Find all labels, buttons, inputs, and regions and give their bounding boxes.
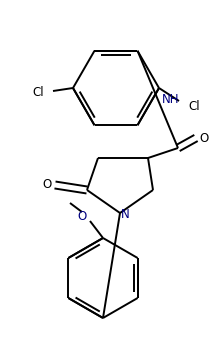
Text: O: O: [77, 209, 87, 223]
Text: Cl: Cl: [188, 99, 200, 113]
Text: N: N: [121, 208, 129, 221]
Text: O: O: [42, 179, 52, 192]
Text: O: O: [199, 131, 209, 144]
Text: Cl: Cl: [32, 86, 44, 99]
Text: NH: NH: [162, 93, 180, 106]
